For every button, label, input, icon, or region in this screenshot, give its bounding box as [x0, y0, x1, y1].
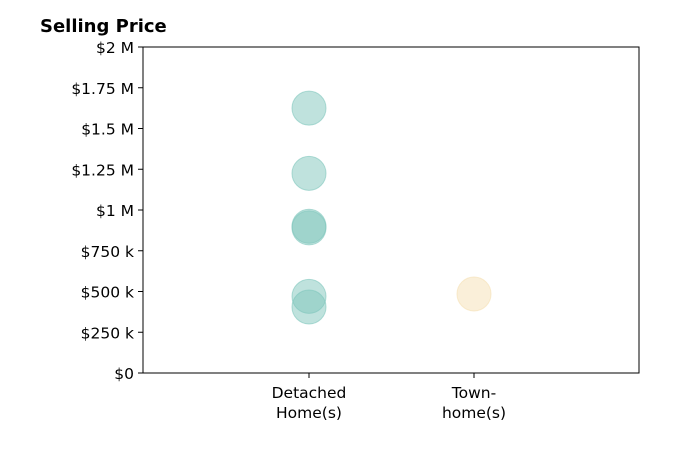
- x-tick-label: Detached Home(s): [272, 384, 347, 422]
- data-point: [291, 210, 327, 246]
- data-point: [291, 289, 327, 325]
- y-tick-label: $1.75 M: [71, 80, 134, 98]
- data-point: [291, 155, 327, 191]
- y-axis: $0 $250 k $500 k $750 k $1 M $1.25 M $1.5 M $1.…: [71, 39, 143, 383]
- plot-frame: [142, 46, 640, 374]
- y-tick-label: $500 k: [81, 284, 134, 302]
- x-tick-label: Town-home(s): [442, 384, 506, 422]
- y-tick-label: $1.25 M: [71, 161, 134, 179]
- y-tick-label: $1 M: [96, 202, 134, 220]
- y-tick-label: $250 k: [81, 324, 134, 342]
- y-tick-label: $0: [114, 365, 134, 383]
- data-points: [291, 90, 492, 325]
- chart-title: Selling Price: [40, 16, 167, 37]
- y-tick-label: $750 k: [81, 243, 134, 261]
- x-axis: Detached Home(s) Town-home(s): [272, 373, 506, 422]
- y-tick-label: $1.5 M: [81, 121, 134, 139]
- data-point: [291, 90, 327, 126]
- data-point: [456, 276, 492, 312]
- y-tick-label: $2 M: [96, 39, 134, 57]
